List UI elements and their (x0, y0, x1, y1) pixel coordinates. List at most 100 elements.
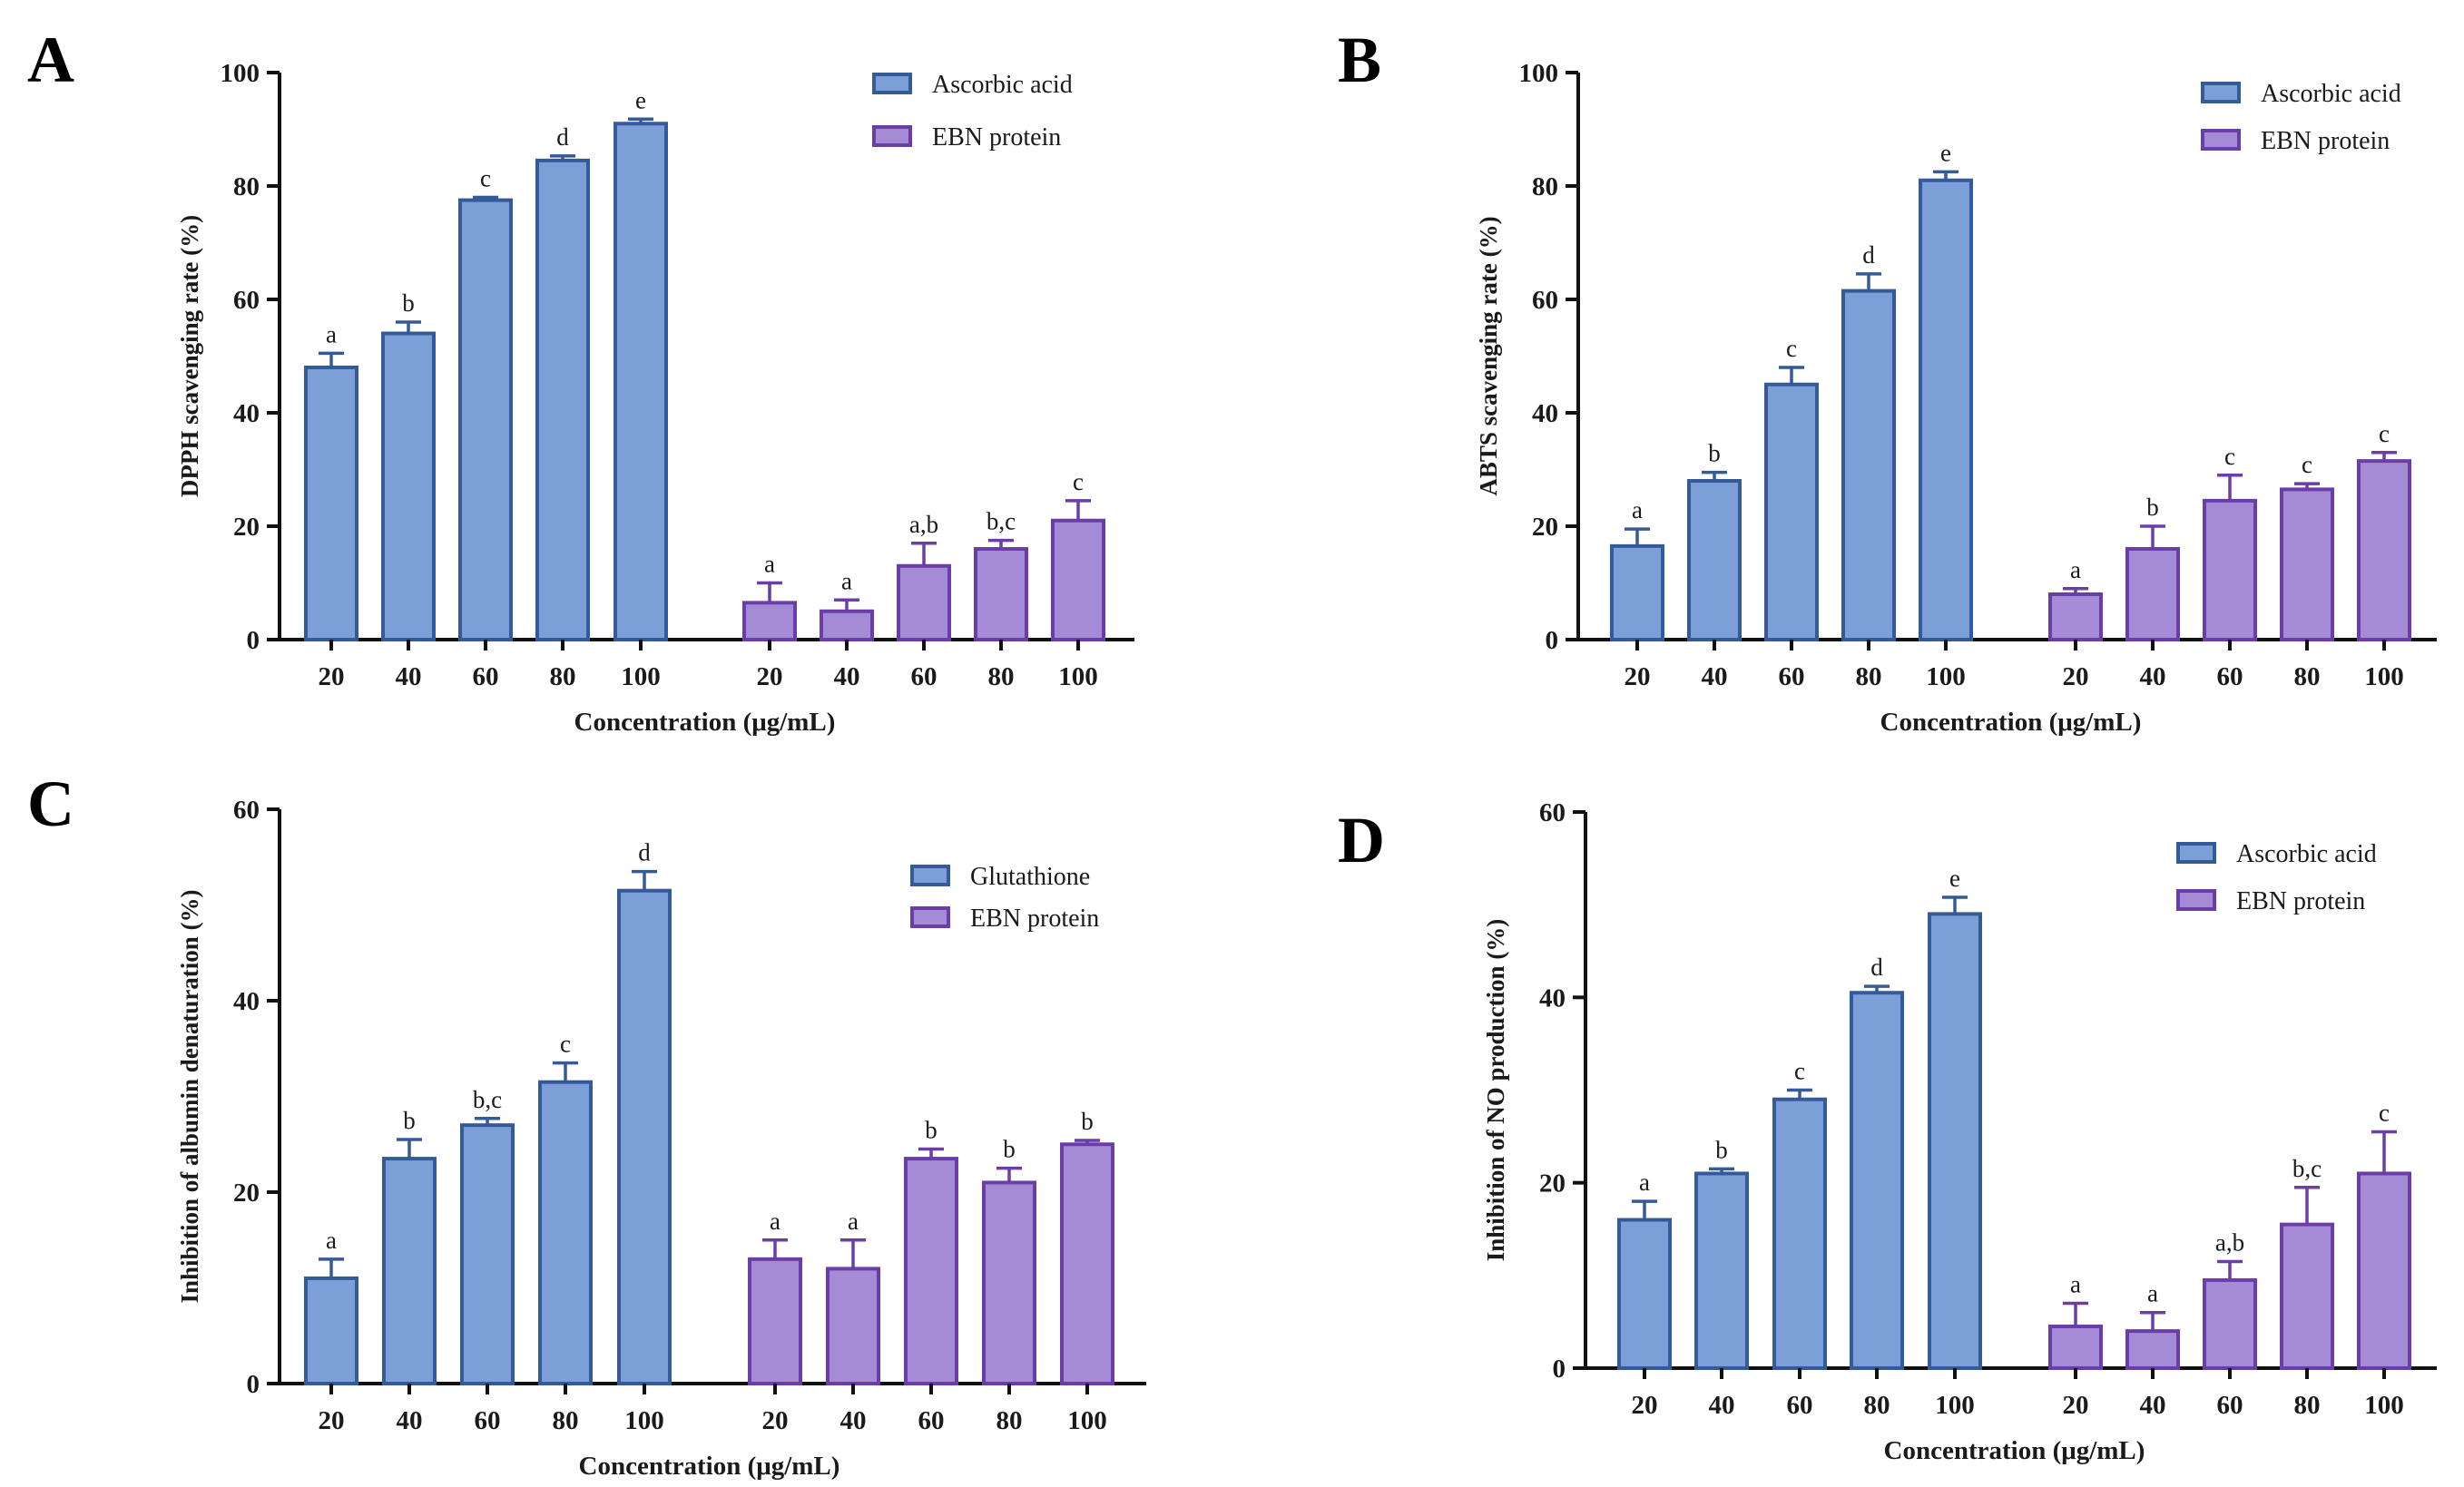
significance-letter: a (2147, 1280, 2158, 1307)
y-axis-title: DPPH scavenging rate (%) (176, 215, 203, 497)
y-tick-label: 60 (1532, 286, 1558, 315)
significance-letter: c (2379, 420, 2390, 447)
x-tick-label: 20 (1625, 662, 1651, 691)
x-axis-title: Concentration (μg/mL) (579, 1452, 840, 1481)
bar (458, 198, 513, 641)
legend-swatch (2201, 82, 2241, 103)
x-tick-label: 100 (2364, 1391, 2404, 1420)
y-tick-label: 40 (1532, 399, 1558, 428)
legend-swatch (2201, 129, 2241, 151)
x-tick-label: 80 (2294, 1391, 2321, 1420)
bar (1687, 479, 1742, 641)
x-tick-label: 20 (319, 662, 345, 691)
y-tick-label: 60 (233, 796, 260, 825)
x-tick-label: 40 (2140, 662, 2166, 691)
panel-label: C (27, 768, 74, 840)
legend-label: EBN protein (2261, 127, 2390, 155)
y-tick-label: 20 (1539, 1169, 1566, 1198)
bar (904, 1157, 958, 1386)
significance-letter: c (2302, 451, 2312, 478)
bar (974, 547, 1028, 641)
bar (1850, 991, 1904, 1370)
bar (1060, 1142, 1114, 1385)
legend-label: Ascorbic acid (2236, 840, 2377, 868)
panel-a: A 0 20 40 60 80 100 DPPH scavenging rate (%) Co… (0, 0, 1232, 744)
significance-letter: a (841, 567, 852, 594)
bar (820, 609, 874, 641)
bar (381, 331, 436, 641)
bar (617, 888, 672, 1386)
significance-letter: b,c (473, 1086, 502, 1113)
chart-b: 0 20 40 60 80 100 ABTS scavenging rate (%) Conc… (1475, 59, 2437, 737)
bar (742, 601, 797, 641)
x-tick-label: 100 (1926, 662, 1966, 691)
significance-letter: d (1870, 954, 1883, 981)
significance-letter: c (1794, 1058, 1805, 1085)
significance-letter: b,c (987, 508, 1016, 535)
bar (1694, 1171, 1749, 1371)
y-tick-label: 20 (233, 513, 260, 542)
y-axis-title: Inhibition of albumin denaturation (%) (176, 889, 203, 1303)
x-axis-title: Concentration (μg/mL) (1884, 1436, 2145, 1465)
significance-letter: b (925, 1117, 937, 1144)
bar (1928, 912, 1982, 1370)
bar (1610, 543, 1664, 641)
significance-letter: b (2146, 494, 2159, 521)
significance-letter: a,b (909, 511, 938, 538)
panel-label: D (1338, 804, 1385, 876)
significance-letter: d (638, 839, 651, 866)
x-tick-label: 60 (475, 1406, 501, 1435)
bar (304, 1276, 358, 1386)
x-tick-label: 20 (762, 1406, 789, 1435)
x-tick-label: 80 (550, 662, 576, 691)
x-tick-label: 100 (1058, 662, 1098, 691)
bar (982, 1180, 1036, 1386)
bar (1617, 1218, 1672, 1370)
bar (1764, 382, 1819, 641)
y-tick-label: 80 (1532, 172, 1558, 201)
x-tick-label: 80 (553, 1406, 579, 1435)
panel-label: B (1338, 24, 1382, 96)
y-tick-label: 0 (247, 1370, 260, 1399)
x-tick-label: 60 (473, 662, 499, 691)
significance-letter: c (2379, 1099, 2390, 1126)
y-tick-label: 60 (233, 286, 260, 315)
significance-letter: b (1003, 1136, 1016, 1163)
bar (535, 158, 590, 641)
legend-label: Ascorbic acid (2261, 80, 2401, 108)
y-tick-label: 40 (233, 399, 260, 428)
y-tick-label: 100 (1519, 59, 1559, 88)
x-tick-label: 40 (1702, 662, 1728, 691)
x-tick-label: 60 (1779, 662, 1805, 691)
significance-letter: a,b (2215, 1229, 2244, 1257)
bar (2280, 487, 2334, 641)
x-tick-label: 100 (1067, 1406, 1107, 1435)
bar (1051, 518, 1105, 641)
significance-letter: b,c (2292, 1155, 2322, 1182)
legend-label: EBN protein (2236, 887, 2365, 915)
bar (2280, 1222, 2334, 1370)
x-tick-label: 20 (319, 1406, 345, 1435)
significance-letter: b (403, 1107, 416, 1134)
legend-label: Ascorbic acid (932, 71, 1073, 99)
legend-swatch (910, 906, 950, 928)
significance-letter: a (2070, 1270, 2081, 1297)
bar (382, 1157, 437, 1386)
y-tick-label: 20 (1532, 513, 1558, 542)
significance-letter: a (1632, 496, 1643, 523)
chart-c: 0 20 40 60 Inhibition of albumin denaturatio… (176, 796, 1146, 1481)
bar (748, 1257, 802, 1385)
chart-d: 0 20 40 60 Inhibition of NO production (%) Co… (1482, 798, 2437, 1465)
x-tick-label: 60 (911, 662, 937, 691)
bar (897, 563, 951, 641)
bar (538, 1080, 593, 1385)
legend-swatch (872, 125, 912, 147)
significance-letter: b (1715, 1136, 1728, 1163)
x-tick-label: 40 (397, 1406, 423, 1435)
bar (2357, 459, 2411, 641)
x-tick-label: 40 (1709, 1391, 1735, 1420)
x-tick-label: 40 (2140, 1391, 2166, 1420)
x-tick-label: 80 (996, 1406, 1023, 1435)
significance-letter: a (1639, 1169, 1650, 1196)
x-tick-label: 40 (834, 662, 860, 691)
